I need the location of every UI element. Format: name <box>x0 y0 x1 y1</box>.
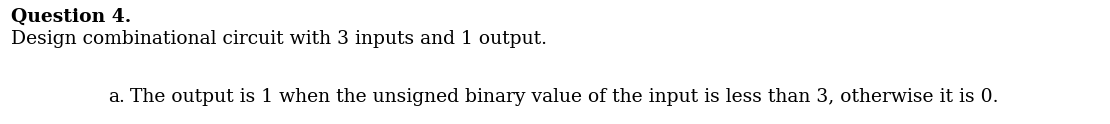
Text: Design combinational circuit with 3 inputs and 1 output.: Design combinational circuit with 3 inpu… <box>11 30 547 48</box>
Text: a.: a. <box>108 88 124 106</box>
Text: Question 4.: Question 4. <box>11 8 131 26</box>
Text: The output is 1 when the unsigned binary value of the input is less than 3, othe: The output is 1 when the unsigned binary… <box>130 88 999 106</box>
